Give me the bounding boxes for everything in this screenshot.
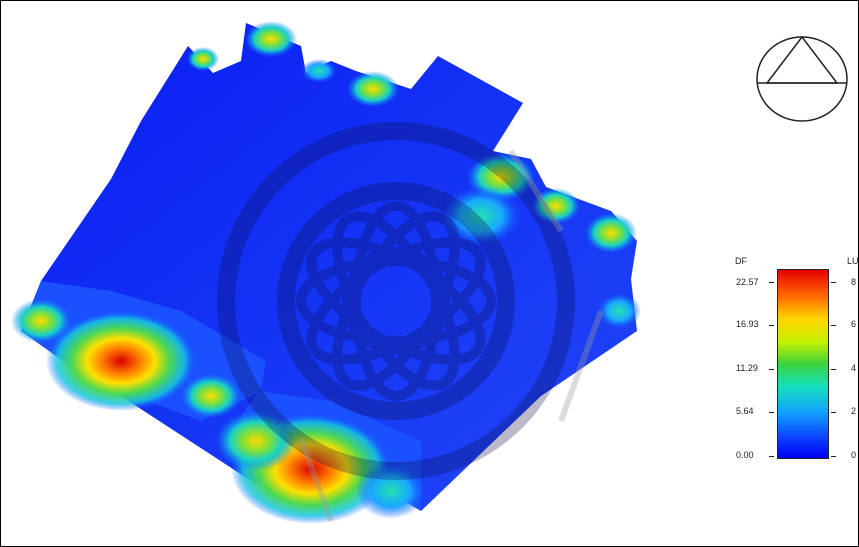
df-tick: 0.00 [736, 450, 754, 460]
compass-icon [756, 35, 848, 122]
lux-tick: 2 [851, 406, 857, 416]
lux-tick: 0 [851, 450, 857, 460]
df-tick: 22.57 [736, 277, 759, 287]
lux-tick: 4 [851, 363, 857, 373]
lux-tick: 6 [851, 319, 857, 329]
legend-right-title: LU [847, 256, 859, 266]
df-tick: 5.64 [736, 406, 754, 416]
color-scale [777, 269, 829, 459]
df-tick: 11.29 [736, 363, 758, 373]
watermark-icon [217, 122, 575, 480]
df-tick: 16.93 [736, 319, 759, 329]
lux-tick: 8 [851, 277, 857, 287]
legend-left-title: DF [735, 256, 747, 266]
